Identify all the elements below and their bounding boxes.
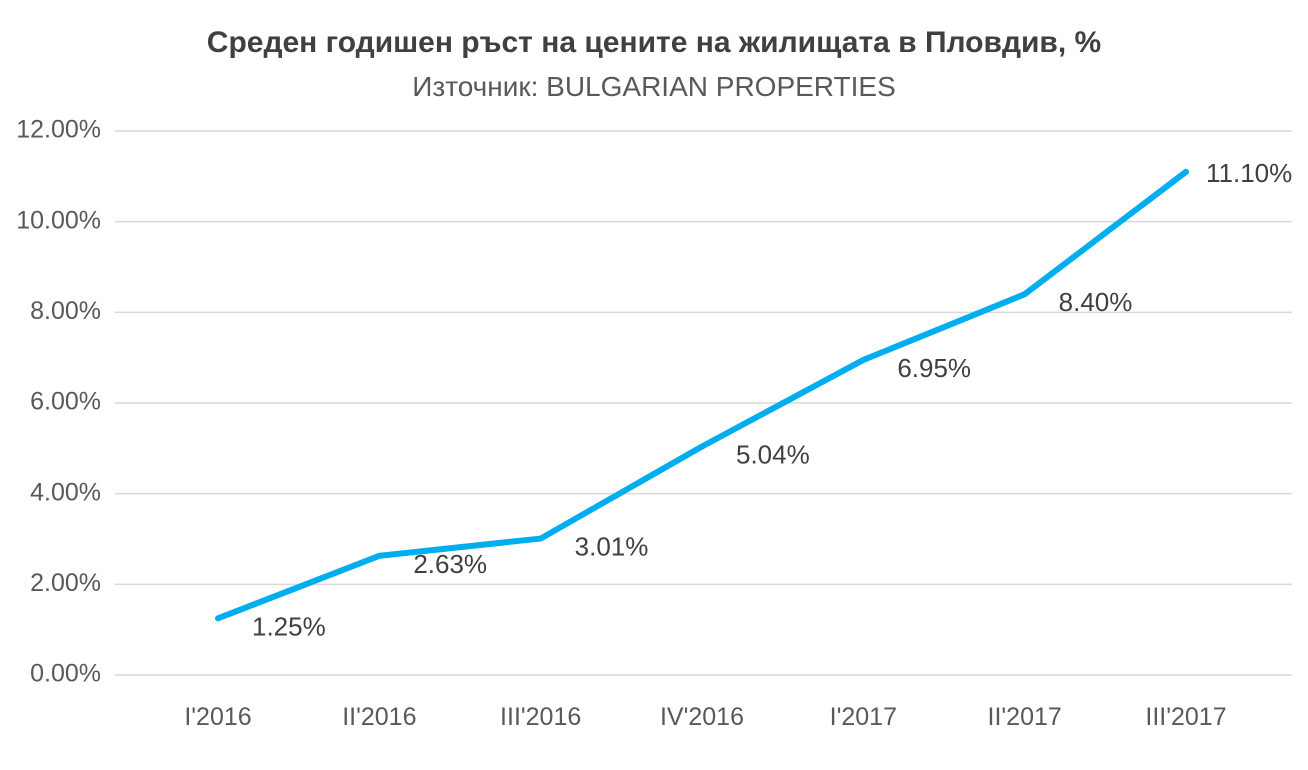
y-axis-tick-label: 10.00%: [16, 206, 101, 234]
chart-header: Среден годишен ръст на цените на жилищат…: [0, 0, 1308, 103]
data-label: 8.40%: [1059, 287, 1133, 317]
y-axis-tick-label: 4.00%: [30, 478, 101, 506]
y-axis-tick-label: 0.00%: [30, 660, 101, 688]
data-label: 5.04%: [736, 440, 810, 470]
data-label: 1.25%: [252, 611, 326, 641]
chart-title: Среден годишен ръст на цените на жилищат…: [206, 26, 1102, 59]
y-axis-tick-label: 6.00%: [30, 388, 101, 416]
x-axis-tick-label: I'2017: [830, 703, 897, 731]
x-axis-tick-label: I'2016: [184, 703, 251, 731]
line-chart: 0.00% 2.00% 4.00% 6.00% 8.00% 10.00% 12.00% I'2…: [16, 116, 1292, 731]
data-label: 11.10%: [1206, 158, 1292, 188]
series-line: [215, 168, 1189, 622]
x-axis-tick-label: III'2017: [1145, 703, 1226, 731]
data-label: 2.63%: [413, 549, 487, 579]
x-axis-tick-label: II'2017: [988, 703, 1062, 731]
data-label: 3.01%: [575, 532, 649, 562]
chart-subtitle: Източник: BULGARIAN PROPERTIES: [412, 70, 896, 102]
data-label: 6.95%: [897, 353, 971, 383]
y-axis-tick-label: 12.00%: [16, 116, 101, 144]
x-axis-tick-label: III'2016: [500, 703, 581, 731]
y-axis-tick-label: 8.00%: [30, 297, 101, 325]
y-axis-tick-label: 2.00%: [30, 569, 101, 597]
x-axis-tick-label: IV'2016: [660, 703, 744, 731]
x-axis-tick-label: II'2016: [342, 703, 416, 731]
